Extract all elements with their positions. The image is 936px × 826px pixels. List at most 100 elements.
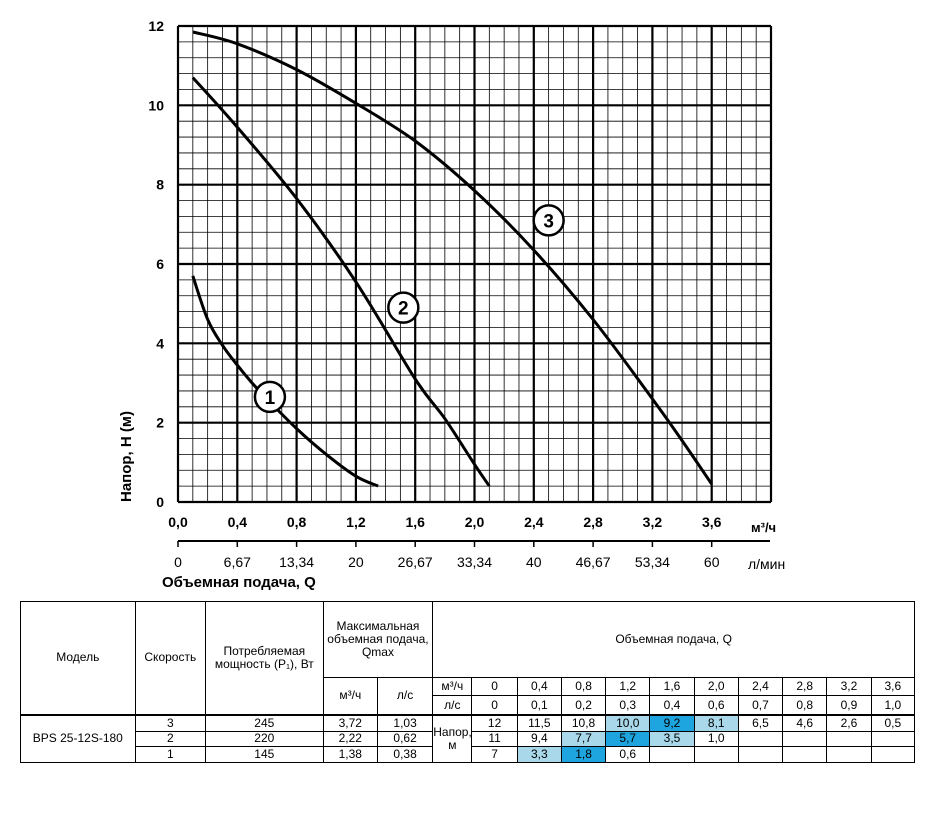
- curve-label-circle-1: [253, 380, 287, 414]
- x-unit-primary: м³/ч: [751, 520, 776, 535]
- flow-ls-value: 0,9: [826, 695, 872, 716]
- head-value: 1,8: [560, 746, 607, 763]
- power-value: 145: [205, 746, 324, 763]
- y-tick-label: 10: [148, 97, 164, 113]
- x-axis-label: Объемная подача, Q: [162, 574, 316, 591]
- flow-ls-value: 0,4: [649, 695, 695, 716]
- head-value: 10,8: [560, 713, 607, 732]
- curve-labels: 1 2 3: [253, 204, 565, 414]
- head-value: 7: [471, 746, 518, 763]
- x-tick-label: 0,8: [287, 514, 307, 530]
- head-value: 8,1: [693, 713, 739, 732]
- y-tick-label: 0: [156, 494, 164, 510]
- x-tick-label: 2,0: [465, 514, 485, 530]
- x-tick-label: 0,0: [168, 514, 188, 530]
- power-value: 220: [205, 730, 324, 748]
- head-value: [693, 746, 739, 763]
- x-secondary-tick-label: 13,34: [279, 554, 314, 570]
- x-secondary-tick-label: 40: [526, 554, 542, 570]
- y-tick-label: 4: [156, 335, 164, 351]
- head-value: 3,5: [649, 730, 695, 748]
- flow-ls-value: 0: [471, 695, 518, 716]
- qmax-m3-value: 3,72: [322, 713, 378, 732]
- qmax-ls-value: 0,38: [376, 746, 434, 763]
- head-value: 2,6: [826, 713, 872, 732]
- flow-m3h-value: 1,2: [605, 676, 651, 697]
- curve-label-1: 1: [265, 388, 276, 409]
- head-value: 10,0: [605, 713, 651, 732]
- model-header: Модель: [20, 600, 136, 716]
- head-value: [826, 730, 872, 748]
- curve-label-3: 3: [543, 211, 554, 232]
- x-secondary-tick-label: 33,34: [457, 554, 492, 570]
- x-tick-label: 1,2: [346, 514, 366, 530]
- qmax-ls-value: 0,62: [376, 730, 434, 748]
- head-value: 9,2: [649, 713, 695, 732]
- qmax-m3-value: 1,38: [322, 746, 378, 763]
- y-tick-labels: 0 2 4 6 8 10 12: [148, 18, 164, 510]
- flow-m3h-value: 2,8: [782, 676, 828, 697]
- grid-major: [176, 24, 773, 504]
- head-value: 3,3: [516, 746, 562, 763]
- head-value: [782, 746, 828, 763]
- speed-value: 1: [134, 746, 207, 763]
- y-axis-label: Напор, Н (м): [118, 411, 135, 502]
- head-value: [870, 746, 916, 763]
- head-value: 6,5: [737, 713, 784, 732]
- head-value: 11: [471, 730, 518, 748]
- model-name: BPS 25-12S-180: [20, 713, 136, 763]
- pump-data-table: Модель Скорость Потребляемая мощность (P…: [20, 600, 916, 763]
- power-header: Потребляемая мощность (P₁), Вт: [205, 600, 324, 716]
- head-value: [870, 730, 916, 748]
- curve-label-2: 2: [398, 299, 409, 320]
- flow-ls-value: 0,3: [605, 695, 651, 716]
- head-value: 5,7: [605, 730, 651, 748]
- x-secondary-tick-label: 53,34: [635, 554, 670, 570]
- speed-value: 3: [134, 713, 207, 732]
- flow-ls-value: 0,2: [560, 695, 607, 716]
- x-secondary-tick-label: 0: [174, 554, 182, 570]
- qmax-unit-m3: м³/ч: [322, 676, 378, 716]
- x-tick-label: 2,8: [583, 514, 603, 530]
- flow-header: Объемная подача, Q: [432, 601, 915, 678]
- curves: [191, 30, 713, 488]
- x-tick-label: 1,6: [405, 514, 425, 530]
- flow-m3h-value: 1,6: [649, 676, 695, 697]
- flow-m3h-value: 0,8: [560, 676, 607, 697]
- x-secondary-tick-labels: 0 6,67 13,34 20 26,67 33,34 40 46,67 53,34 60: [174, 554, 720, 570]
- x-secondary-tick-label: 20: [348, 554, 364, 570]
- power-value: 245: [205, 713, 324, 732]
- flow-unit-ls: л/с: [432, 695, 473, 716]
- flow-m3h-value: 0: [471, 676, 518, 697]
- x-secondary-tick-label: 6,67: [224, 554, 251, 570]
- flow-m3h-value: 3,6: [870, 676, 916, 697]
- head-value: 12: [471, 713, 518, 732]
- curve-label-circle-2: [387, 291, 420, 324]
- curve-label-circle-3: [532, 204, 565, 237]
- head-value: 1,0: [693, 730, 739, 748]
- y-tick-label: 12: [148, 18, 164, 34]
- curve-2: [191, 76, 491, 487]
- flow-m3h-value: 2,0: [693, 676, 739, 697]
- y-tick-label: 6: [156, 256, 164, 272]
- flow-m3h-value: 3,2: [826, 676, 872, 697]
- flow-ls-value: 0,6: [693, 695, 739, 716]
- y-tick-label: 2: [156, 415, 164, 431]
- flow-m3h-value: 0,4: [516, 676, 562, 697]
- head-value: 11,5: [516, 713, 562, 732]
- head-value: 9,4: [516, 730, 562, 748]
- flow-ls-value: 1,0: [870, 695, 916, 716]
- speed-header: Скорость: [134, 600, 207, 716]
- x-tick-label: 2,4: [524, 514, 544, 530]
- x-secondary-tick-label: 46,67: [576, 554, 611, 570]
- head-value: 0,5: [870, 713, 916, 732]
- flow-ls-value: 0,7: [737, 695, 784, 716]
- x-secondary-tick-label: 26,67: [398, 554, 433, 570]
- head-value: 7,7: [560, 730, 607, 748]
- x-tick-label: 0,4: [228, 514, 248, 530]
- flow-ls-value: 0,1: [516, 695, 562, 716]
- qmax-ls-value: 1,03: [376, 713, 434, 732]
- speed-value: 2: [134, 730, 207, 748]
- y-tick-label: 8: [156, 177, 164, 193]
